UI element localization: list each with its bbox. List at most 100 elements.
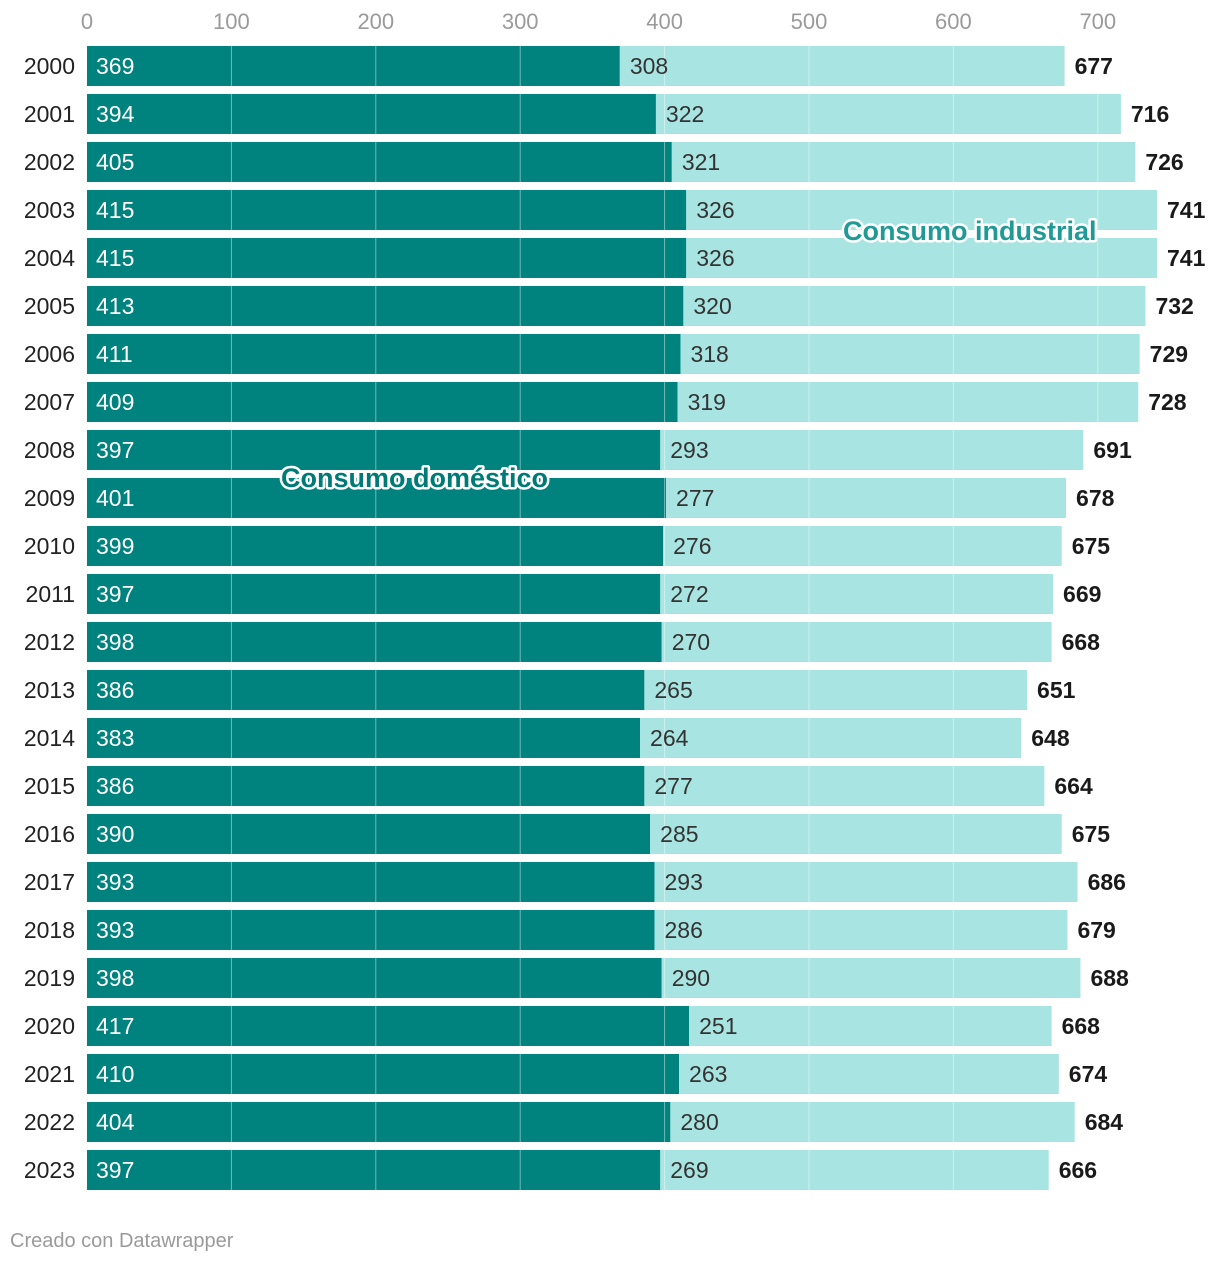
year-label: 2009 <box>24 485 75 511</box>
x-tick-label: 400 <box>646 9 683 34</box>
year-label: 2022 <box>24 1109 75 1135</box>
value-label-industrial: 269 <box>670 1157 708 1183</box>
year-label: 2002 <box>24 149 75 175</box>
value-label-industrial: 293 <box>664 869 702 895</box>
bar-domestic <box>87 334 681 374</box>
value-label-industrial: 322 <box>666 101 704 127</box>
value-label-total: 668 <box>1062 629 1101 655</box>
bar-domestic <box>87 478 667 518</box>
bar-industrial <box>660 1150 1049 1190</box>
value-label-industrial: 326 <box>696 197 734 223</box>
value-label-domestic: 369 <box>96 53 134 79</box>
value-label-industrial: 264 <box>650 725 689 751</box>
value-label-industrial: 321 <box>682 149 720 175</box>
bar-industrial <box>650 814 1062 854</box>
year-label: 2021 <box>24 1061 75 1087</box>
value-label-domestic: 397 <box>96 437 134 463</box>
bar-industrial <box>644 670 1028 710</box>
bars-layer <box>87 46 1158 1190</box>
bar-industrial <box>671 142 1136 182</box>
value-label-total: 684 <box>1085 1109 1124 1135</box>
annotations-layer: Consumo industrial Consumo doméstico <box>279 214 1100 496</box>
year-label: 2014 <box>24 725 75 751</box>
value-label-total: 679 <box>1077 917 1115 943</box>
year-label: 2020 <box>24 1013 75 1039</box>
year-label: 2008 <box>24 437 75 463</box>
year-label: 2012 <box>24 629 75 655</box>
value-label-domestic: 410 <box>96 1061 134 1087</box>
value-label-total: 716 <box>1131 101 1169 127</box>
x-tick-label: 300 <box>502 9 539 34</box>
bar-industrial <box>660 574 1054 614</box>
year-label: 2007 <box>24 389 75 415</box>
value-label-total: 691 <box>1093 437 1132 463</box>
value-label-domestic: 393 <box>96 917 134 943</box>
bar-domestic <box>87 286 684 326</box>
value-label-total: 669 <box>1063 581 1101 607</box>
year-label: 2013 <box>24 677 75 703</box>
bar-domestic <box>87 190 687 230</box>
bar-domestic <box>87 958 662 998</box>
year-label: 2015 <box>24 773 75 799</box>
value-label-industrial: 272 <box>670 581 708 607</box>
bar-industrial <box>644 766 1045 806</box>
value-label-industrial: 308 <box>630 53 668 79</box>
bar-industrial <box>654 910 1068 950</box>
value-label-domestic: 390 <box>96 821 134 847</box>
value-label-total: 726 <box>1145 149 1183 175</box>
year-label: 2001 <box>24 101 75 127</box>
value-label-industrial: 293 <box>670 437 708 463</box>
value-label-total: 675 <box>1072 533 1111 559</box>
value-label-industrial: 326 <box>696 245 734 271</box>
year-label: 2018 <box>24 917 75 943</box>
year-label: 2003 <box>24 197 75 223</box>
value-label-domestic: 413 <box>96 293 134 319</box>
value-label-domestic: 417 <box>96 1013 134 1039</box>
value-label-industrial: 265 <box>654 677 692 703</box>
value-label-total: 666 <box>1059 1157 1097 1183</box>
bar-domestic <box>87 1150 661 1190</box>
bar-domestic <box>87 1102 671 1142</box>
year-label: 2019 <box>24 965 75 991</box>
bar-industrial <box>683 286 1146 326</box>
value-label-domestic: 397 <box>96 1157 134 1183</box>
x-tick-label: 500 <box>791 9 828 34</box>
annotation-industrial: Consumo industrial <box>843 216 1097 246</box>
value-label-total: 741 <box>1167 197 1206 223</box>
bar-domestic <box>87 574 661 614</box>
bar-domestic <box>87 862 655 902</box>
value-label-industrial: 263 <box>689 1061 727 1087</box>
value-label-domestic: 398 <box>96 629 134 655</box>
value-label-domestic: 405 <box>96 149 134 175</box>
value-label-domestic: 399 <box>96 533 134 559</box>
value-label-domestic: 397 <box>96 581 134 607</box>
bar-industrial <box>655 94 1121 134</box>
value-label-industrial: 290 <box>672 965 710 991</box>
value-label-domestic: 409 <box>96 389 134 415</box>
bar-industrial <box>619 46 1065 86</box>
value-label-industrial: 319 <box>688 389 726 415</box>
value-label-domestic: 394 <box>96 101 135 127</box>
value-label-total: 741 <box>1167 245 1206 271</box>
annotation-domestic: Consumo doméstico <box>281 463 548 493</box>
year-label: 2005 <box>24 293 75 319</box>
bar-industrial <box>640 718 1022 758</box>
value-label-domestic: 411 <box>96 341 133 367</box>
value-label-domestic: 401 <box>96 485 134 511</box>
bar-domestic <box>87 142 672 182</box>
value-label-industrial: 285 <box>660 821 698 847</box>
x-tick-label: 100 <box>213 9 250 34</box>
bar-domestic <box>87 814 651 854</box>
x-tick-label: 600 <box>935 9 972 34</box>
value-label-total: 729 <box>1150 341 1188 367</box>
bar-industrial <box>686 190 1158 230</box>
value-label-industrial: 251 <box>699 1013 737 1039</box>
bar-domestic <box>87 1054 680 1094</box>
value-label-industrial: 277 <box>654 773 692 799</box>
value-label-total: 674 <box>1069 1061 1108 1087</box>
value-label-total: 686 <box>1088 869 1126 895</box>
value-label-domestic: 398 <box>96 965 134 991</box>
year-label: 2006 <box>24 341 75 367</box>
grid-layer <box>230 46 1099 1190</box>
bar-domestic <box>87 718 641 758</box>
